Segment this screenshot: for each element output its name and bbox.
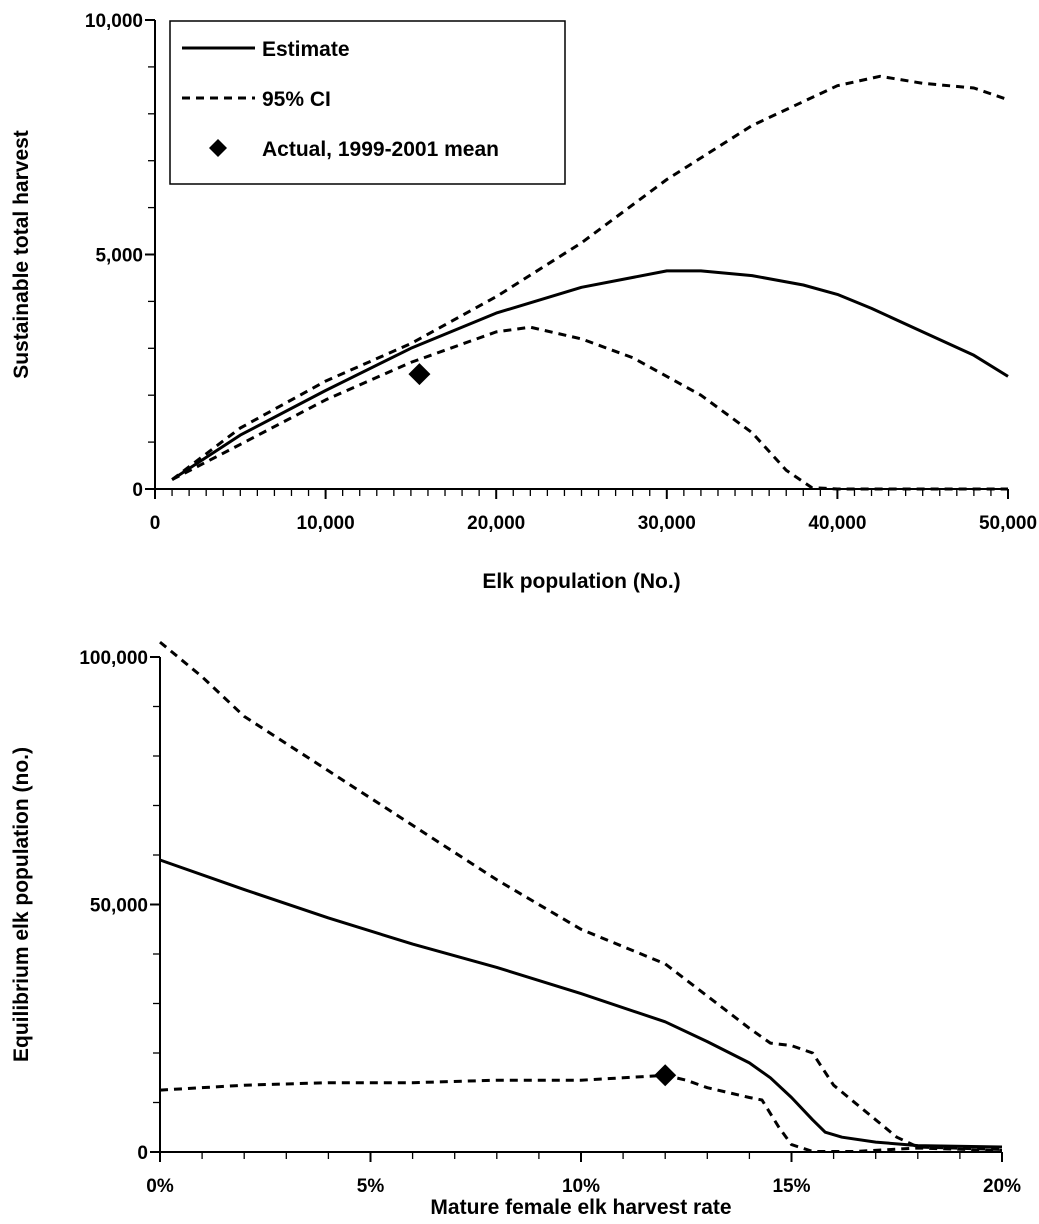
y-tick-label: 5,000 [95, 246, 143, 267]
x-tick-label: 50,000 [979, 513, 1037, 534]
estimate-line [159, 858, 1003, 1149]
ci-line-2 [159, 1073, 1003, 1153]
ci-line-1 [171, 74, 1009, 481]
y-tick-label: 0 [137, 1143, 148, 1164]
x-axis-title: Mature female elk harvest rate [430, 1196, 731, 1219]
legend-diamond-icon [209, 139, 227, 157]
y-tick-label: 100,000 [79, 648, 148, 669]
ci-line-1 [159, 640, 1003, 1151]
x-tick-label: 15% [772, 1176, 810, 1197]
legend-label: Actual, 1999-2001 mean [262, 138, 499, 161]
x-tick-label: 20% [983, 1176, 1021, 1197]
x-tick-label: 0 [150, 513, 161, 534]
x-tick-label: 10% [562, 1176, 600, 1197]
legend-label: 95% CI [262, 88, 331, 111]
chart-bottom: 0% 5% 10% 15% 20% 0 50,000 100,000 Mature female… [10, 640, 1021, 1219]
y-axis-title: Equilibrium elk population (no.) [10, 747, 33, 1062]
x-tick-label: 40,000 [808, 513, 866, 534]
actual-mean-marker [654, 1064, 677, 1087]
legend-label: Estimate [262, 38, 350, 61]
chart-top: 0 10,000 20,000 30,000 40,000 50,000 0 5,000 10,… [10, 11, 1037, 593]
y-axis-title: Sustainable total harvest [10, 130, 33, 379]
x-tick-label: 10,000 [297, 513, 355, 534]
x-tick-label: 20,000 [467, 513, 525, 534]
ci-line-2 [171, 325, 1008, 491]
x-tick-label: 0% [146, 1176, 174, 1197]
x-tick-label: 5% [357, 1176, 385, 1197]
x-axis-title: Elk population (No.) [482, 570, 680, 593]
estimate-line [171, 269, 1009, 481]
y-tick-label: 0 [132, 480, 143, 501]
y-tick-label: 10,000 [85, 11, 143, 32]
actual-mean-marker [408, 363, 431, 386]
x-tick-label: 30,000 [638, 513, 696, 534]
y-tick-label: 50,000 [90, 896, 148, 917]
